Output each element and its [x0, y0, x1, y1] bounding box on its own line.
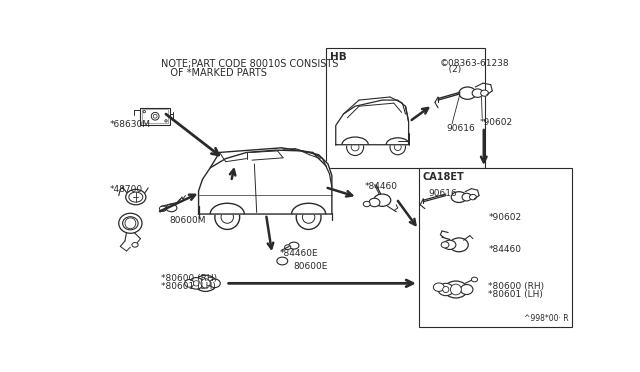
Text: HB: HB — [330, 52, 347, 62]
Ellipse shape — [441, 242, 449, 248]
Ellipse shape — [472, 89, 483, 97]
Ellipse shape — [433, 283, 444, 291]
Circle shape — [153, 114, 157, 118]
Circle shape — [125, 218, 136, 229]
Polygon shape — [336, 100, 408, 145]
Ellipse shape — [364, 201, 370, 207]
Ellipse shape — [469, 195, 476, 200]
Ellipse shape — [166, 204, 177, 212]
Text: 80600M: 80600M — [169, 216, 205, 225]
Text: *90602: *90602 — [480, 118, 513, 127]
Ellipse shape — [461, 285, 473, 295]
Ellipse shape — [277, 257, 288, 265]
Circle shape — [347, 139, 364, 155]
Ellipse shape — [129, 192, 143, 202]
Text: *84460: *84460 — [488, 245, 522, 254]
Ellipse shape — [195, 275, 216, 291]
Circle shape — [201, 279, 210, 288]
Text: *48700: *48700 — [109, 185, 143, 194]
Ellipse shape — [374, 194, 391, 206]
Ellipse shape — [450, 238, 468, 252]
Ellipse shape — [451, 192, 467, 202]
Bar — [326, 48, 484, 168]
Circle shape — [351, 143, 359, 151]
Ellipse shape — [444, 281, 467, 298]
Text: OF *MARKED PARTS: OF *MARKED PARTS — [161, 68, 268, 78]
Text: 90616: 90616 — [428, 189, 457, 198]
Ellipse shape — [119, 213, 142, 233]
Ellipse shape — [438, 283, 454, 296]
Bar — [140, 108, 170, 125]
Text: *80600 (RH): *80600 (RH) — [488, 282, 545, 291]
Text: NOTE;PART CODE 80010S CONSISTS: NOTE;PART CODE 80010S CONSISTS — [161, 58, 339, 68]
Ellipse shape — [184, 279, 194, 287]
Circle shape — [143, 110, 145, 113]
Circle shape — [390, 140, 406, 155]
Text: ^998*00· R: ^998*00· R — [524, 314, 568, 323]
Circle shape — [443, 286, 449, 293]
Text: *84460E: *84460E — [280, 249, 319, 258]
Text: 90616: 90616 — [447, 124, 476, 133]
Ellipse shape — [369, 198, 380, 207]
Circle shape — [151, 112, 159, 120]
Text: *80601 (LH): *80601 (LH) — [488, 289, 543, 298]
Circle shape — [451, 284, 461, 295]
Circle shape — [215, 205, 239, 230]
Bar — [142, 109, 168, 123]
Text: *80601 (LH): *80601 (LH) — [161, 282, 216, 291]
Circle shape — [394, 144, 401, 151]
Ellipse shape — [459, 87, 476, 99]
Ellipse shape — [285, 245, 291, 250]
Ellipse shape — [472, 277, 477, 282]
Circle shape — [221, 211, 234, 223]
Circle shape — [193, 280, 199, 286]
Ellipse shape — [444, 240, 456, 250]
Text: 80600E: 80600E — [293, 262, 328, 271]
Ellipse shape — [125, 189, 146, 205]
Text: CA18ET: CA18ET — [422, 172, 464, 182]
Ellipse shape — [289, 242, 299, 249]
Ellipse shape — [209, 279, 220, 288]
Ellipse shape — [159, 206, 166, 211]
Text: (2): (2) — [440, 65, 461, 74]
Bar — [419, 168, 572, 327]
Circle shape — [165, 120, 167, 122]
Text: ©08363-61238: ©08363-61238 — [440, 58, 509, 67]
Text: *90602: *90602 — [488, 212, 522, 221]
Ellipse shape — [123, 217, 138, 230]
Text: *68630M: *68630M — [109, 120, 150, 129]
Circle shape — [303, 211, 315, 223]
Ellipse shape — [462, 193, 472, 201]
Text: *84460: *84460 — [365, 182, 398, 191]
Text: *80600 (RH): *80600 (RH) — [161, 274, 218, 283]
Polygon shape — [198, 150, 332, 214]
Ellipse shape — [132, 243, 138, 247]
Circle shape — [296, 205, 321, 230]
Ellipse shape — [481, 90, 488, 96]
Ellipse shape — [189, 278, 204, 289]
